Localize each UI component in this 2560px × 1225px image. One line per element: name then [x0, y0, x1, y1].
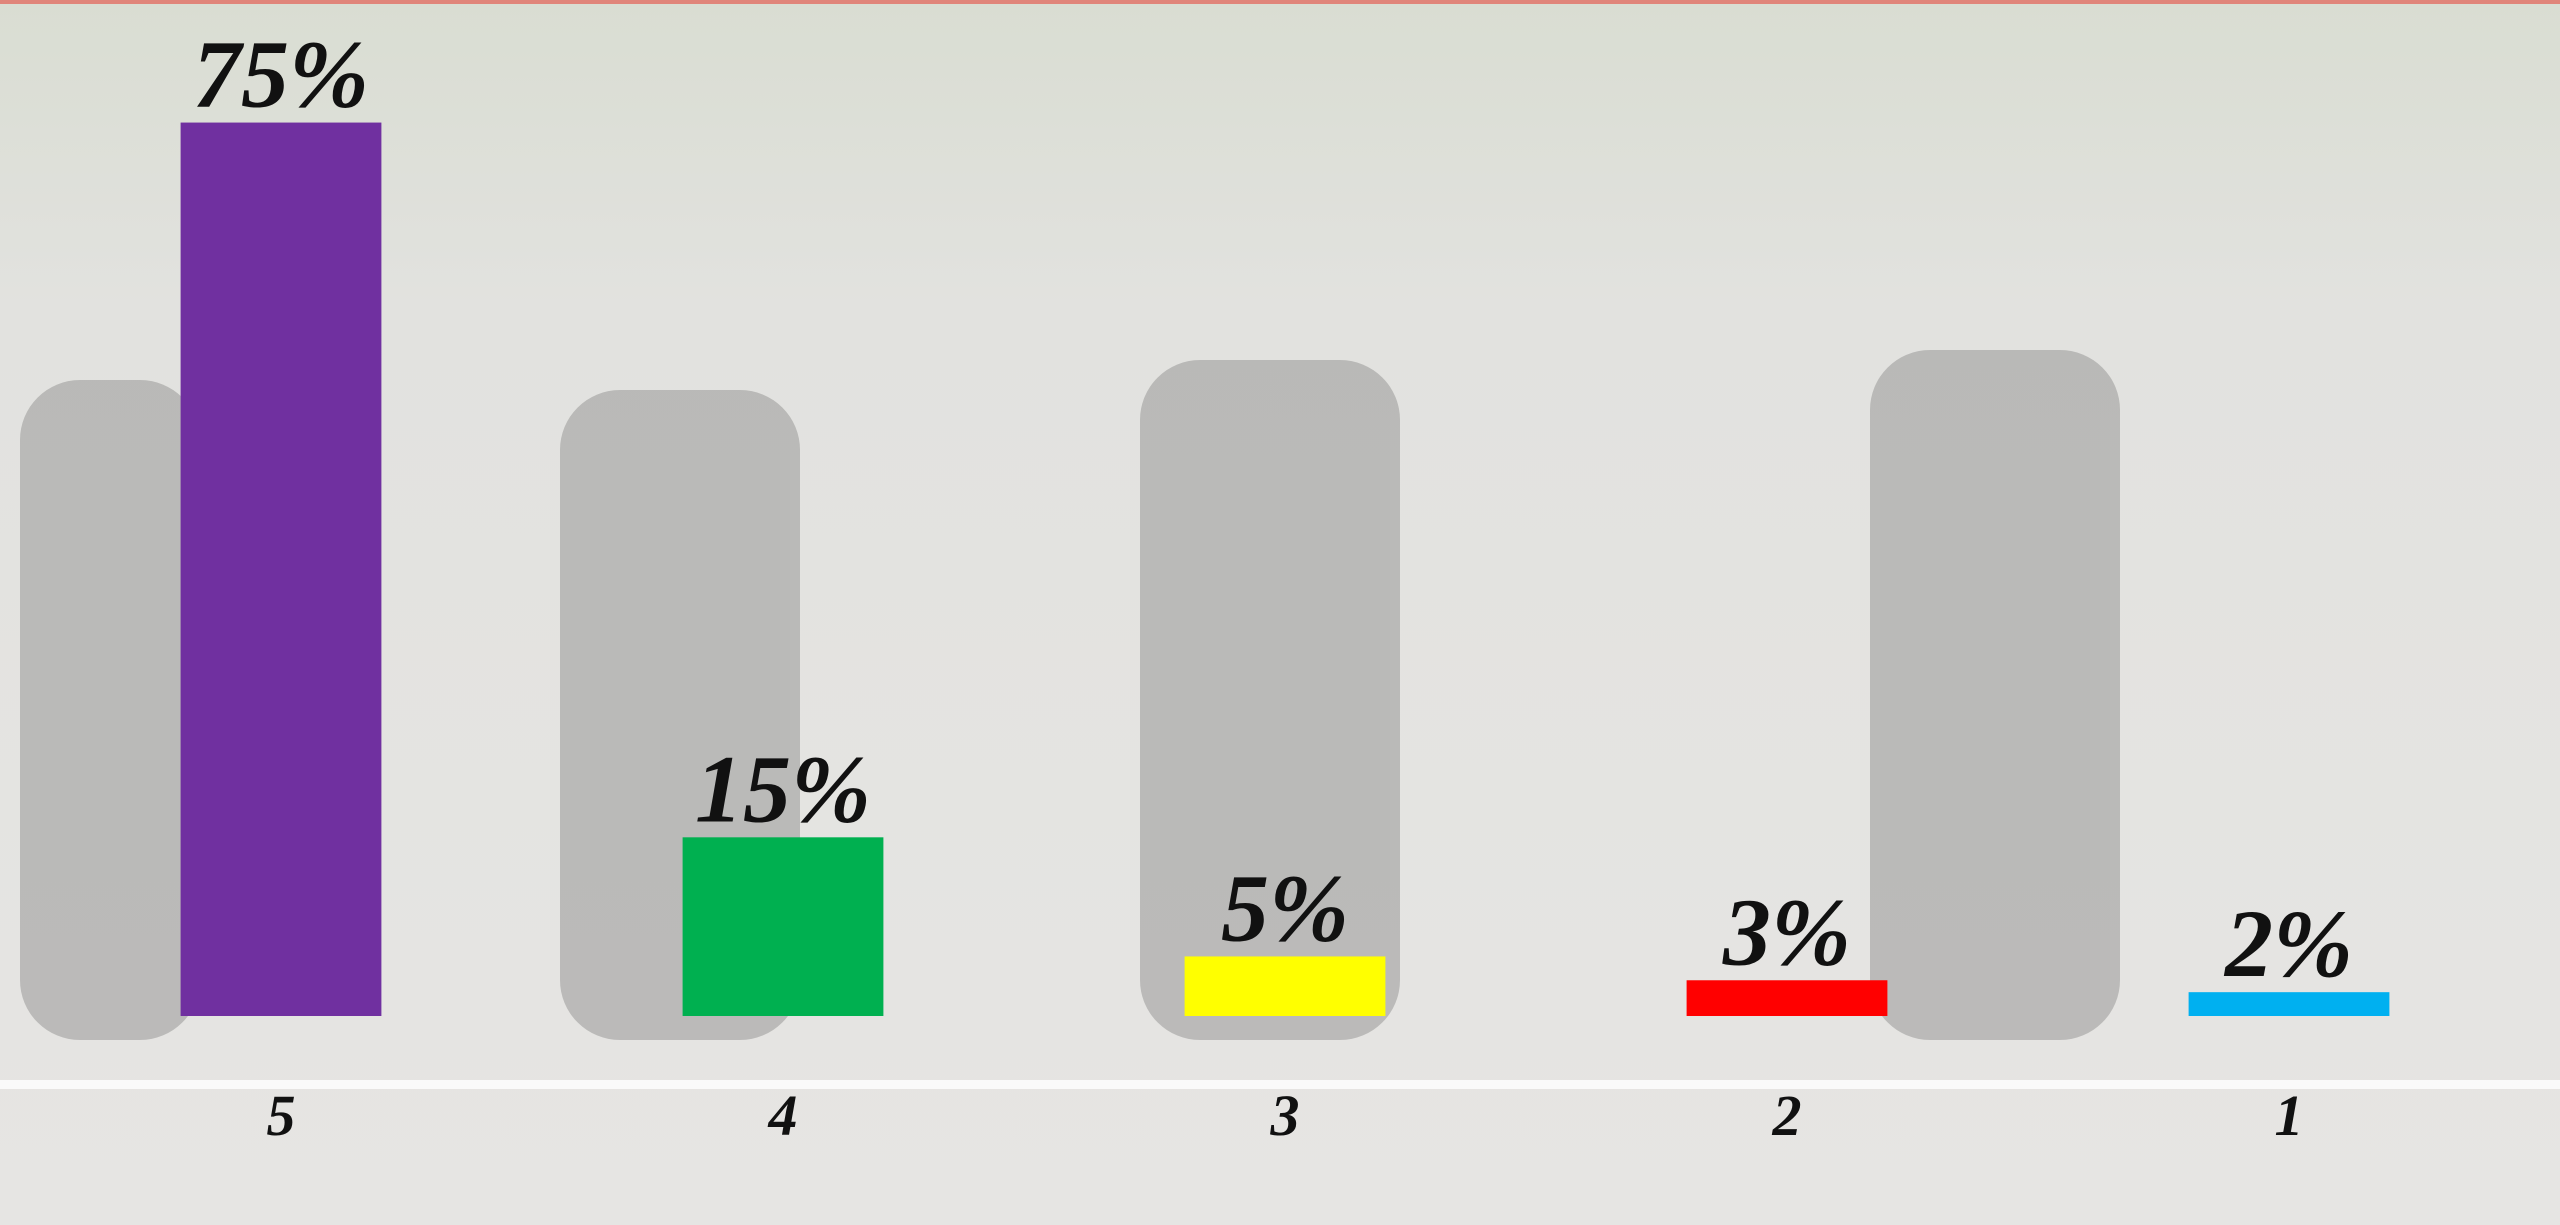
bar — [181, 123, 382, 1016]
bar — [1687, 980, 1888, 1016]
bar — [1185, 956, 1386, 1016]
bar — [683, 837, 884, 1016]
page: 575%415%35%23%12% (() => { const data = … — [0, 0, 2560, 1225]
x-tick-label: 2 — [1772, 1083, 1802, 1148]
value-label: 2% — [2223, 890, 2353, 997]
value-label: 5% — [1221, 854, 1349, 961]
value-label: 15% — [695, 735, 871, 842]
x-tick-label: 4 — [768, 1083, 798, 1148]
x-tick-label: 3 — [1270, 1083, 1300, 1148]
top-border — [0, 0, 2560, 4]
value-label: 75% — [193, 21, 369, 128]
chart: 5 75% 4 15% 3 5% 2 3% 1 2% — [0, 0, 2560, 1225]
value-label: 3% — [1722, 878, 1851, 985]
x-tick-label: 5 — [267, 1083, 296, 1148]
x-tick-label: 1 — [2275, 1083, 2304, 1148]
